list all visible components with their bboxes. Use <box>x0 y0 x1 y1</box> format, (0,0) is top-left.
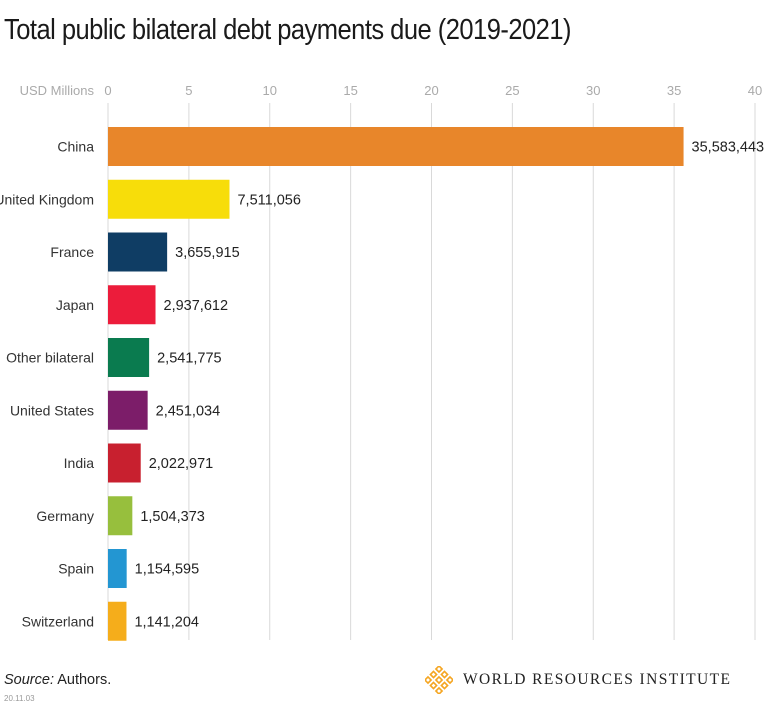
source-text: Authors. <box>57 672 112 688</box>
value-label: 1,154,595 <box>135 562 200 578</box>
category-labels: China United Kingdom France Japan Other bila… <box>0 139 94 630</box>
value-label: 2,022,971 <box>149 456 214 472</box>
value-label: 7,511,056 <box>237 192 300 208</box>
bar-chart: 0 5 10 15 20 25 30 35 40 USD Millions China Unite… <box>0 83 764 641</box>
x-tick-label: 0 <box>104 83 111 98</box>
category-label: India <box>64 455 95 471</box>
x-tick-label: 20 <box>424 83 438 98</box>
wri-logo: WORLD RESOURCES INSTITUTE <box>425 666 731 694</box>
source-note: Source: Authors. <box>4 672 111 688</box>
category-label: Spain <box>58 561 94 577</box>
x-tick-label: 5 <box>185 83 192 98</box>
bar-spain <box>108 549 127 588</box>
bars <box>108 127 684 641</box>
logo-diamond <box>434 666 444 674</box>
date-stamp: 20.11.03 <box>4 694 35 703</box>
bar-germany <box>108 496 133 536</box>
category-label: United States <box>10 402 94 418</box>
logo-diamond <box>425 675 433 685</box>
value-label: 1,141,204 <box>134 614 199 630</box>
logo-diamond <box>429 670 438 679</box>
category-label: Other bilateral <box>6 350 94 366</box>
bar-france <box>108 232 168 272</box>
source-label: Source: <box>4 672 54 688</box>
logo-diamond <box>434 686 444 694</box>
bar-india <box>108 443 141 483</box>
logo-diamond <box>434 675 444 685</box>
category-label: United Kingdom <box>0 191 94 207</box>
category-label: Switzerland <box>22 613 94 629</box>
value-label: 35,583,443 <box>692 140 765 156</box>
x-tick-label: 15 <box>343 83 357 98</box>
logo-diamond <box>440 670 449 679</box>
category-label: Germany <box>36 508 94 524</box>
logo-text: WORLD RESOURCES INSTITUTE <box>463 671 732 688</box>
bar-other-bilateral <box>108 338 150 377</box>
value-label: 2,937,612 <box>164 298 229 314</box>
value-label: 1,504,373 <box>140 509 205 525</box>
logo-diamond <box>445 675 453 685</box>
value-labels: 35,583,443 7,511,056 3,655,915 2,937,612 2,5… <box>134 140 764 631</box>
category-label: China <box>57 139 94 155</box>
bar-united-kingdom <box>108 179 230 219</box>
x-tick-labels: 0 5 10 15 20 25 30 35 40 <box>104 83 762 98</box>
bar-switzerland <box>108 601 127 641</box>
value-label: 2,451,034 <box>156 403 221 419</box>
logo-diamond <box>440 681 449 690</box>
x-tick-label: 40 <box>748 83 762 98</box>
logo-diamond <box>429 681 438 690</box>
chart-title: Total public bilateral debt payments due… <box>4 14 572 46</box>
x-tick-label: 10 <box>263 83 277 98</box>
category-label: Japan <box>56 297 94 313</box>
category-label: France <box>50 244 94 260</box>
x-axis-unit-label: USD Millions <box>20 83 95 98</box>
x-tick-label: 25 <box>505 83 519 98</box>
x-tick-label: 35 <box>667 83 681 98</box>
value-label: 2,541,775 <box>157 351 222 367</box>
bar-japan <box>108 285 156 325</box>
bar-united-states <box>108 390 148 430</box>
value-label: 3,655,915 <box>175 245 240 261</box>
wri-diamond-logo-icon <box>425 666 453 694</box>
x-tick-label: 30 <box>586 83 600 98</box>
bar-china <box>108 127 684 166</box>
